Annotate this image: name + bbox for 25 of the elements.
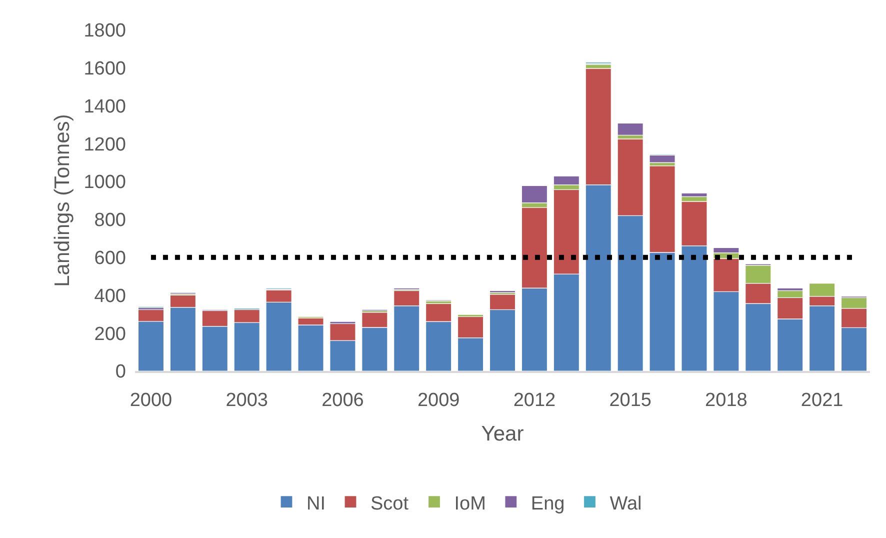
legend-label: NI [306,493,326,514]
y-tick-label: 0 [115,362,126,383]
y-tick-label: 600 [94,248,126,269]
legend-label: Eng [530,493,565,514]
y-tick-label: 800 [94,210,126,232]
x-axis-title: Year [481,422,524,446]
x-tick-label: 2003 [226,390,268,411]
x-tick-label: 2000 [130,390,172,411]
y-tick-label: 400 [94,286,126,307]
legend-label: IoM [454,493,486,514]
x-tick-label: 2006 [322,390,364,411]
x-tick-label: 2015 [609,390,652,411]
x-tick-label: 2018 [705,390,748,411]
y-tick-label: 1400 [84,96,126,118]
legend-label: Scot [370,493,410,514]
y-tick-label: 1600 [84,58,126,80]
x-tick-label: 2021 [800,390,844,411]
x-tick-label: 2009 [417,390,460,411]
x-tick-label: 2012 [513,390,556,411]
y-tick-label: 1200 [84,134,126,156]
legend-label: Wal [610,493,642,514]
y-tick-label: 1000 [84,172,126,194]
y-axis-title: Landings (Tonnes) [50,114,74,287]
y-tick-label: 1800 [84,20,126,42]
y-tick-label: 200 [94,324,126,345]
